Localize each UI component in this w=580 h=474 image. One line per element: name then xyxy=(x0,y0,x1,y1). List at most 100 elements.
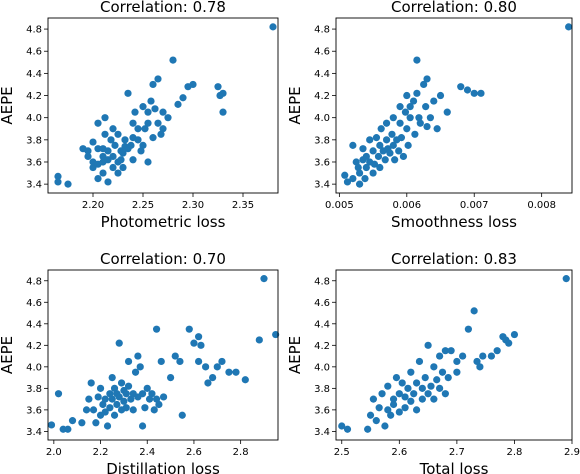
data-point xyxy=(356,180,364,188)
data-point xyxy=(441,347,449,355)
y-tick-label: 4.2 xyxy=(26,91,42,102)
y-axis-label: AEPE xyxy=(286,336,304,374)
data-point xyxy=(407,397,415,405)
data-point xyxy=(418,384,426,392)
data-point xyxy=(493,347,501,355)
data-point xyxy=(377,125,385,133)
y-tick-label: 3.4 xyxy=(26,427,42,438)
data-point xyxy=(441,390,449,398)
data-point xyxy=(366,411,375,419)
data-point xyxy=(202,363,210,371)
data-point xyxy=(406,114,414,122)
data-point xyxy=(171,352,179,360)
data-point xyxy=(121,136,129,144)
data-point xyxy=(68,417,77,425)
data-point xyxy=(392,373,401,382)
data-point xyxy=(85,395,93,403)
data-point xyxy=(139,141,147,149)
data-point xyxy=(391,156,399,164)
data-point xyxy=(352,158,360,166)
data-point xyxy=(366,136,374,144)
data-point xyxy=(152,325,161,333)
data-point xyxy=(421,373,429,382)
data-point xyxy=(154,119,162,127)
data-point xyxy=(110,411,119,419)
data-point xyxy=(84,152,92,161)
y-tick-label: 4.2 xyxy=(314,341,330,352)
axes-frame xyxy=(47,269,279,441)
data-point xyxy=(361,175,369,183)
data-point xyxy=(412,379,421,387)
data-point xyxy=(127,395,135,403)
data-point xyxy=(505,339,513,347)
panel-title: Correlation: 0.83 xyxy=(391,250,517,268)
data-point xyxy=(190,339,198,347)
x-tick-label: 0.007 xyxy=(460,200,489,211)
y-tick-label: 3.8 xyxy=(26,384,42,395)
data-point xyxy=(459,352,467,360)
data-point xyxy=(364,425,372,433)
data-point xyxy=(426,114,434,122)
data-point xyxy=(117,379,126,387)
data-point xyxy=(382,119,391,127)
data-point xyxy=(381,422,389,430)
data-point xyxy=(115,393,123,401)
data-point xyxy=(114,169,122,177)
data-point xyxy=(195,333,203,341)
data-point xyxy=(464,325,472,333)
y-tick-label: 4.6 xyxy=(26,298,42,309)
data-point xyxy=(438,368,447,376)
data-point xyxy=(362,152,370,161)
data-point xyxy=(131,108,139,116)
data-point xyxy=(403,125,411,133)
x-tick-label: 2.6 xyxy=(391,447,407,458)
x-axis-label: Distillation loss xyxy=(106,460,220,474)
data-point xyxy=(399,152,408,161)
panel-title: Correlation: 0.80 xyxy=(391,0,517,16)
data-point xyxy=(147,97,155,105)
y-tick-label: 3.4 xyxy=(26,180,42,191)
data-point xyxy=(401,404,409,412)
data-point xyxy=(117,156,125,164)
data-point xyxy=(178,411,186,419)
data-point xyxy=(411,130,419,138)
data-point xyxy=(487,352,496,360)
data-point xyxy=(427,382,435,390)
data-point xyxy=(447,347,455,355)
data-point xyxy=(413,56,421,64)
data-point xyxy=(232,368,240,376)
data-point xyxy=(149,80,157,89)
x-tick-label: 2.2 xyxy=(93,447,109,458)
y-tick-label: 3.4 xyxy=(314,180,330,191)
data-point xyxy=(415,114,423,122)
data-point xyxy=(108,373,116,382)
data-point xyxy=(195,357,203,366)
data-point xyxy=(338,422,346,430)
data-point xyxy=(154,75,162,83)
data-point xyxy=(433,125,441,133)
data-points xyxy=(338,275,570,433)
data-point xyxy=(139,103,147,111)
data-point xyxy=(272,330,280,339)
data-point xyxy=(138,422,147,430)
y-tick-label: 3.6 xyxy=(314,157,330,168)
data-point xyxy=(82,406,91,414)
y-axis-label: AEPE xyxy=(0,336,16,374)
panel-title: Correlation: 0.70 xyxy=(100,250,226,268)
data-point xyxy=(219,108,227,116)
axes-frame xyxy=(335,269,573,441)
y-tick-label: 3.6 xyxy=(314,405,330,416)
data-point xyxy=(141,125,149,133)
data-point xyxy=(389,400,398,409)
data-point xyxy=(479,352,487,360)
data-point xyxy=(343,178,352,186)
data-point xyxy=(375,404,383,412)
data-point xyxy=(101,408,109,416)
data-point xyxy=(144,108,152,116)
data-point xyxy=(369,147,377,155)
data-point xyxy=(110,384,119,392)
data-point xyxy=(159,125,167,133)
data-point xyxy=(369,169,377,177)
data-point xyxy=(129,406,137,414)
data-point xyxy=(389,114,397,122)
